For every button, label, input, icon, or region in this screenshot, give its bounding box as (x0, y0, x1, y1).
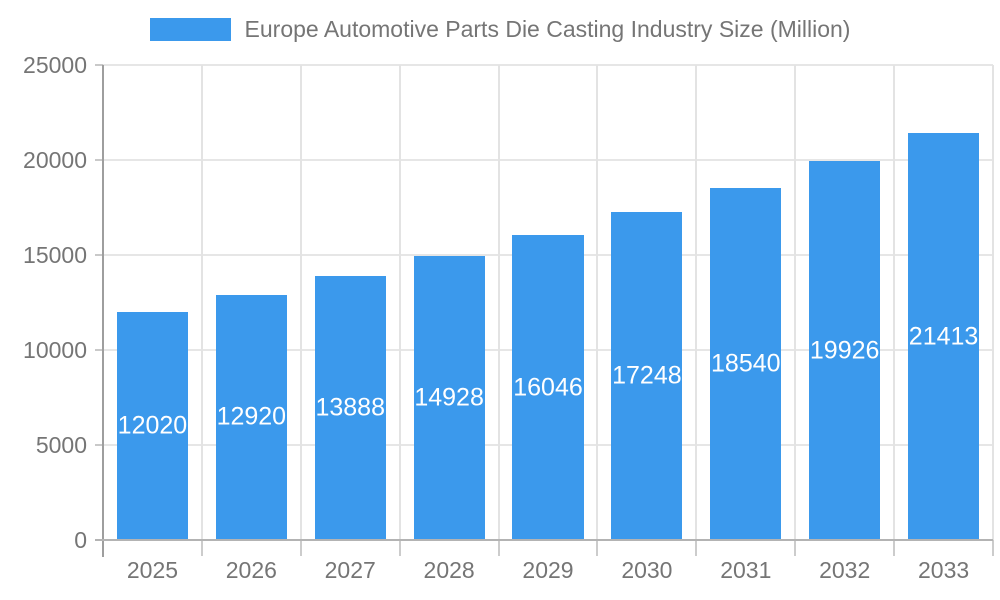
bar-2033[interactable]: 21413 (907, 133, 980, 540)
x-axis-tick (299, 540, 302, 556)
bar-value-label: 16046 (513, 373, 583, 402)
bar-2026[interactable]: 12920 (215, 294, 287, 540)
bar-value-label: 14928 (414, 383, 484, 412)
h-gridline (103, 159, 993, 161)
bar-2029[interactable]: 16046 (512, 235, 584, 540)
x-axis-tick (794, 540, 797, 556)
y-tick-label: 10000 (23, 337, 87, 363)
y-tick-label: 20000 (23, 147, 87, 173)
plot-area: 12020 12920 13888 14928 16046 17248 18540 19926… (95, 64, 994, 557)
y-axis-tick (95, 254, 103, 256)
bar-2027[interactable]: 13888 (314, 276, 386, 540)
x-tick-label: 2028 (423, 557, 475, 583)
y-tick-label: 5000 (35, 432, 87, 458)
bar-value-label: 12920 (216, 402, 287, 431)
x-tick-label: 2027 (324, 557, 376, 583)
bar-2028[interactable]: 14928 (413, 256, 485, 540)
x-axis-tick (992, 540, 994, 556)
x-tick-label: 2030 (621, 557, 673, 583)
y-axis-tick (95, 349, 103, 351)
v-gridline (200, 65, 203, 540)
x-tick-label: 2026 (225, 557, 277, 583)
v-gridline (596, 65, 599, 540)
y-axis-tick (95, 64, 103, 66)
v-gridline (893, 65, 896, 540)
bar-value-label: 19926 (809, 336, 880, 365)
v-gridline (794, 65, 797, 540)
x-axis-line (95, 539, 993, 541)
x-tick-label: 2031 (720, 557, 772, 583)
v-gridline (497, 65, 500, 540)
bar-value-label: 17248 (612, 361, 682, 390)
v-gridline (992, 65, 994, 540)
y-axis-tick (95, 444, 103, 446)
h-gridline (103, 64, 993, 66)
y-axis-labels: 0 5000 10000 15000 20000 25000 (0, 52, 95, 553)
bar-2030[interactable]: 17248 (611, 212, 683, 540)
x-axis-tick (497, 540, 500, 556)
bar-slot: 21413 (894, 65, 993, 540)
x-tick-label: 2029 (522, 557, 574, 583)
bar-value-label: 21413 (908, 322, 979, 351)
y-tick-label: 0 (74, 527, 87, 553)
bar-slot: 19926 (795, 65, 894, 540)
legend-label: Europe Automotive Parts Die Casting Indu… (244, 16, 851, 42)
bar-slot: 18540 (696, 65, 795, 540)
legend: Europe Automotive Parts Die Casting Indu… (0, 16, 1000, 43)
v-gridline (695, 65, 698, 540)
v-gridline (398, 65, 401, 540)
y-tick-label: 25000 (23, 52, 87, 78)
y-axis-tick (95, 159, 103, 161)
bar-2025[interactable]: 12020 (116, 311, 189, 540)
bar-2032[interactable]: 19926 (809, 161, 881, 540)
x-axis-tick (200, 540, 203, 556)
bars-container: 12020 12920 13888 14928 16046 17248 18540 19926… (103, 65, 993, 540)
x-tick-label: 2025 (126, 557, 179, 583)
y-axis-line (102, 65, 104, 557)
x-axis-tick (596, 540, 599, 556)
v-gridline (299, 65, 302, 540)
x-axis-tick (695, 540, 698, 556)
x-tick-label: 2032 (819, 557, 871, 583)
x-axis-labels: 2025 2026 2027 2028 2029 2030 2031 2032 2033 (103, 557, 993, 584)
bar-slot: 13888 (301, 65, 400, 540)
bar-value-label: 18540 (711, 349, 781, 378)
x-axis-tick (398, 540, 401, 556)
bar-slot: 16046 (499, 65, 598, 540)
bar-slot: 17248 (597, 65, 696, 540)
bar-value-label: 12020 (117, 411, 188, 440)
x-axis-tick (893, 540, 896, 556)
y-tick-label: 15000 (23, 242, 87, 268)
legend-swatch (149, 18, 231, 41)
bar-2031[interactable]: 18540 (710, 187, 782, 540)
bar-slot: 12920 (202, 65, 301, 540)
bar-slot: 14928 (400, 65, 499, 540)
bar-slot: 12020 (103, 65, 202, 540)
x-tick-label: 2033 (917, 557, 970, 583)
bar-value-label: 13888 (315, 393, 385, 422)
